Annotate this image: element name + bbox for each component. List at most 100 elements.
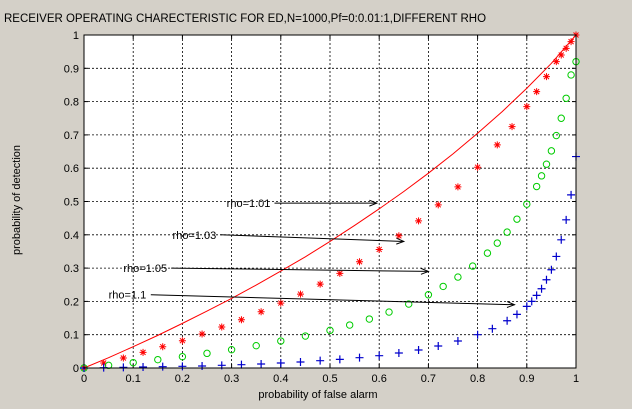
data-point [104, 361, 113, 370]
x-tick-label: 0.3 [224, 373, 239, 385]
data-point [454, 273, 462, 281]
y-tick-label: 0.3 [64, 263, 79, 275]
data-point [296, 358, 305, 367]
data-point [257, 360, 266, 369]
data-point [276, 359, 285, 368]
data-point [159, 343, 167, 351]
data-point [375, 351, 384, 360]
data-point [532, 291, 541, 300]
data-point [154, 355, 162, 364]
data-point [178, 352, 187, 361]
data-point [537, 284, 546, 293]
annotations: rho=1.01 rho=1.03 rho=1.05 rho=1.1 [109, 198, 516, 308]
x-axis-label: probability of false alarm [258, 389, 377, 401]
x-tick-label: 0.2 [175, 373, 190, 385]
data-point [158, 362, 167, 371]
x-tick-label: 0.4 [273, 373, 288, 385]
data-point [532, 182, 541, 191]
series-3 [80, 57, 580, 372]
data-point [512, 310, 521, 319]
annotation-arrow-head [369, 199, 379, 207]
data-point [557, 235, 566, 244]
annotation: rho=1.1 [109, 290, 516, 308]
plot-frame [83, 34, 577, 369]
x-tick-label: 0.7 [421, 373, 436, 385]
data-point [119, 363, 128, 372]
series-1 [83, 34, 577, 369]
y-axis-label: probability of detection [11, 145, 23, 255]
data-point [296, 290, 304, 298]
data-point [434, 201, 442, 209]
data-point [503, 316, 512, 325]
data-point [316, 280, 324, 288]
axis-ticks: 0 0.1 0.2 0.3 0.4 0.5 0.6 0.7 0.8 0.9 1 0 0.1 0.2 0.3 0… [64, 30, 579, 385]
data-point [508, 123, 516, 131]
data-point [356, 258, 364, 266]
data-point [542, 275, 551, 284]
data-point [434, 342, 443, 351]
annotation-arrow-line [220, 234, 404, 242]
annotation-arrow-line [171, 267, 429, 272]
x-tick-label: 1 [573, 373, 579, 385]
data-point [547, 147, 556, 155]
data-point [178, 337, 186, 345]
data-point [257, 308, 265, 316]
annotation-label: rho=1.03 [173, 230, 217, 242]
x-tick-label: 0.6 [372, 373, 387, 385]
annotation-arrow-head [396, 237, 406, 245]
data-point [394, 349, 403, 358]
data-point [542, 73, 550, 81]
data-point [567, 190, 576, 199]
data-point [227, 345, 236, 354]
data-point [119, 354, 127, 362]
data-point [562, 215, 571, 224]
data-point [567, 38, 575, 46]
y-tick-label: 0.8 [64, 97, 79, 109]
data-point [523, 200, 531, 208]
data-point [395, 232, 403, 240]
data-point [439, 282, 447, 291]
data-point [453, 337, 462, 346]
y-tick-label: 0.9 [64, 63, 79, 75]
data-point [415, 217, 423, 225]
data-point [522, 302, 531, 311]
y-tick-label: 0.2 [64, 296, 79, 308]
data-point [405, 300, 413, 308]
x-tick-label: 0.8 [470, 373, 485, 385]
y-tick-label: 0.5 [64, 197, 79, 209]
x-tick-label: 0.1 [126, 373, 141, 385]
data-point [468, 262, 477, 270]
annotation-label: rho=1.1 [109, 290, 147, 302]
data-point [355, 353, 364, 362]
data-point [562, 94, 570, 102]
data-point [473, 330, 482, 339]
data-point [335, 355, 344, 364]
data-point [178, 362, 187, 371]
data-point [203, 349, 211, 358]
y-tick-label: 0.6 [64, 163, 79, 175]
data-point [316, 356, 325, 365]
annotation-label: rho=1.01 [227, 198, 271, 210]
data-point [493, 239, 501, 247]
annotation: rho=1.01 [227, 198, 379, 210]
grid [84, 35, 576, 368]
data-point [139, 363, 148, 372]
data-point [483, 249, 492, 257]
y-tick-label: 1 [73, 30, 79, 42]
y-tick-label: 0.1 [64, 330, 79, 342]
data-point [474, 163, 482, 171]
y-tick-label: 0 [73, 363, 79, 375]
data-point [527, 297, 536, 306]
data-point [547, 265, 556, 274]
annotation: rho=1.05 [123, 263, 430, 275]
data-point [523, 103, 531, 111]
x-tick-label: 0.5 [322, 373, 337, 385]
data-point [385, 308, 393, 316]
annotation-label: rho=1.05 [123, 263, 167, 275]
data-point [218, 323, 226, 331]
data-point [345, 321, 354, 329]
data-point [336, 269, 344, 277]
data-point [414, 346, 423, 355]
data-point [503, 228, 511, 236]
data-point [552, 58, 560, 66]
